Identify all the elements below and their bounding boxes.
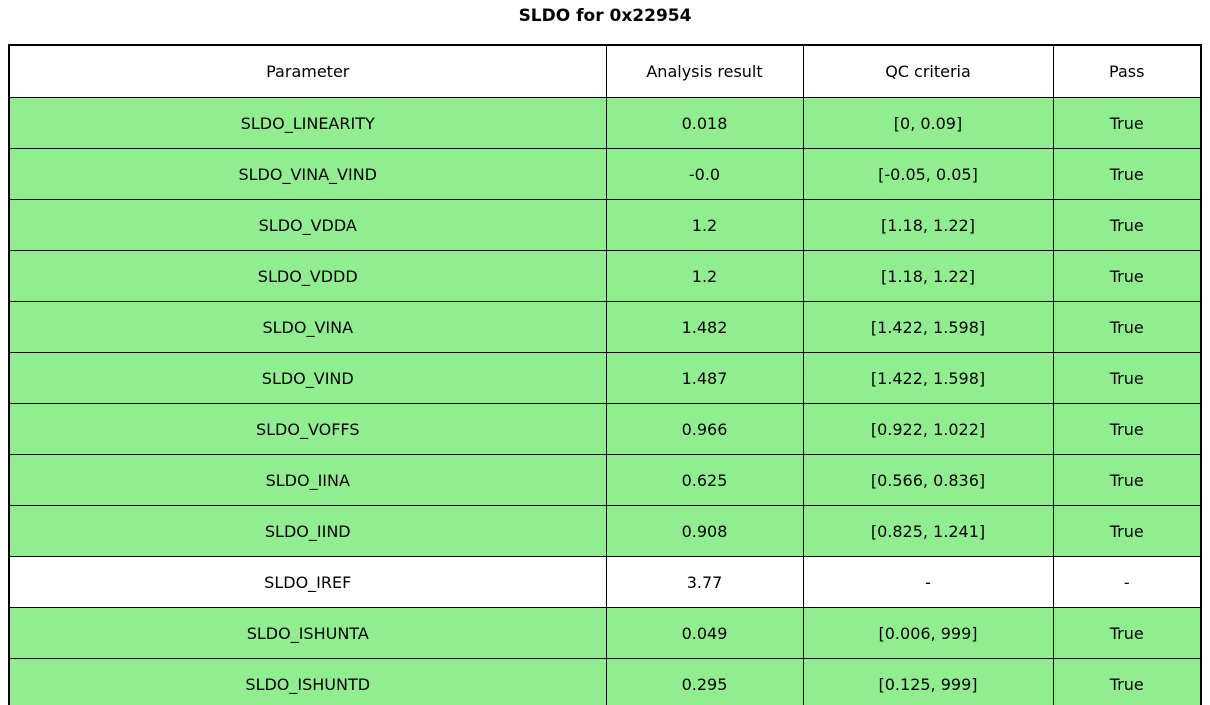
pass-cell: True bbox=[1052, 352, 1202, 404]
table-row: SLDO_ISHUNTA 0.049 [0.006, 999] True bbox=[8, 607, 1202, 659]
pass-cell: True bbox=[1052, 403, 1202, 455]
table-row: SLDO_IIND 0.908 [0.825, 1.241] True bbox=[8, 505, 1202, 557]
parameter-cell: SLDO_VDDD bbox=[8, 250, 607, 302]
analysis-result-cell: 0.018 bbox=[605, 97, 804, 149]
parameter-cell: SLDO_VINA bbox=[8, 301, 607, 353]
analysis-result-cell: -0.0 bbox=[605, 148, 804, 200]
table-body: SLDO_LINEARITY 0.018 [0, 0.09] True SLDO… bbox=[8, 97, 1202, 705]
pass-cell: True bbox=[1052, 658, 1202, 705]
qc-criteria-cell: [0.125, 999] bbox=[802, 658, 1054, 705]
pass-cell: True bbox=[1052, 199, 1202, 251]
analysis-result-cell: 0.049 bbox=[605, 607, 804, 659]
parameter-cell: SLDO_VOFFS bbox=[8, 403, 607, 455]
qc-criteria-cell: [0.006, 999] bbox=[802, 607, 1054, 659]
analysis-result-cell: 0.625 bbox=[605, 454, 804, 506]
table-header: Parameter Analysis result QC criteria Pa… bbox=[8, 44, 1202, 98]
parameter-cell: SLDO_VIND bbox=[8, 352, 607, 404]
column-header-pass: Pass bbox=[1052, 44, 1202, 98]
pass-cell: True bbox=[1052, 97, 1202, 149]
column-header-qc-criteria: QC criteria bbox=[802, 44, 1054, 98]
parameter-cell: SLDO_IIND bbox=[8, 505, 607, 557]
qc-criteria-cell: [-0.05, 0.05] bbox=[802, 148, 1054, 200]
table-row: SLDO_VINA_VIND -0.0 [-0.05, 0.05] True bbox=[8, 148, 1202, 200]
parameter-cell: SLDO_ISHUNTD bbox=[8, 658, 607, 705]
parameter-cell: SLDO_IREF bbox=[8, 556, 607, 608]
pass-cell: True bbox=[1052, 607, 1202, 659]
analysis-result-cell: 1.2 bbox=[605, 199, 804, 251]
analysis-result-cell: 0.295 bbox=[605, 658, 804, 705]
qc-criteria-cell: [1.422, 1.598] bbox=[802, 352, 1054, 404]
analysis-result-cell: 1.2 bbox=[605, 250, 804, 302]
parameter-cell: SLDO_LINEARITY bbox=[8, 97, 607, 149]
qc-criteria-cell: [1.18, 1.22] bbox=[802, 250, 1054, 302]
analysis-result-cell: 0.908 bbox=[605, 505, 804, 557]
table-row: SLDO_IINA 0.625 [0.566, 0.836] True bbox=[8, 454, 1202, 506]
table-row: SLDO_ISHUNTD 0.295 [0.125, 999] True bbox=[8, 658, 1202, 705]
table-row: SLDO_VDDA 1.2 [1.18, 1.22] True bbox=[8, 199, 1202, 251]
table-row: SLDO_VINA 1.482 [1.422, 1.598] True bbox=[8, 301, 1202, 353]
qc-criteria-cell: [0.922, 1.022] bbox=[802, 403, 1054, 455]
table-row: SLDO_VDDD 1.2 [1.18, 1.22] True bbox=[8, 250, 1202, 302]
table-row: SLDO_VIND 1.487 [1.422, 1.598] True bbox=[8, 352, 1202, 404]
analysis-result-cell: 1.487 bbox=[605, 352, 804, 404]
qc-criteria-cell: [1.422, 1.598] bbox=[802, 301, 1054, 353]
parameter-cell: SLDO_ISHUNTA bbox=[8, 607, 607, 659]
qc-criteria-cell: [0.825, 1.241] bbox=[802, 505, 1054, 557]
column-header-parameter: Parameter bbox=[8, 44, 607, 98]
analysis-result-cell: 1.482 bbox=[605, 301, 804, 353]
pass-cell: True bbox=[1052, 301, 1202, 353]
table-row: SLDO_VOFFS 0.966 [0.922, 1.022] True bbox=[8, 403, 1202, 455]
qc-criteria-cell: [0, 0.09] bbox=[802, 97, 1054, 149]
qc-criteria-cell: [1.18, 1.22] bbox=[802, 199, 1054, 251]
page-title: SLDO for 0x22954 bbox=[518, 6, 692, 26]
parameter-cell: SLDO_VINA_VIND bbox=[8, 148, 607, 200]
parameter-cell: SLDO_IINA bbox=[8, 454, 607, 506]
qc-criteria-cell: [0.566, 0.836] bbox=[802, 454, 1054, 506]
qc-criteria-cell: - bbox=[802, 556, 1054, 608]
parameter-cell: SLDO_VDDA bbox=[8, 199, 607, 251]
pass-cell: True bbox=[1052, 250, 1202, 302]
table-row: SLDO_IREF 3.77 - - bbox=[8, 556, 1202, 608]
pass-cell: True bbox=[1052, 505, 1202, 557]
column-header-analysis-result: Analysis result bbox=[605, 44, 804, 98]
pass-cell: True bbox=[1052, 148, 1202, 200]
analysis-result-cell: 3.77 bbox=[605, 556, 804, 608]
analysis-result-cell: 0.966 bbox=[605, 403, 804, 455]
table-row: SLDO_LINEARITY 0.018 [0, 0.09] True bbox=[8, 97, 1202, 149]
qc-results-table: Parameter Analysis result QC criteria Pa… bbox=[8, 44, 1202, 705]
pass-cell: True bbox=[1052, 454, 1202, 506]
header-row: Parameter Analysis result QC criteria Pa… bbox=[8, 44, 1202, 98]
pass-cell: - bbox=[1052, 556, 1202, 608]
